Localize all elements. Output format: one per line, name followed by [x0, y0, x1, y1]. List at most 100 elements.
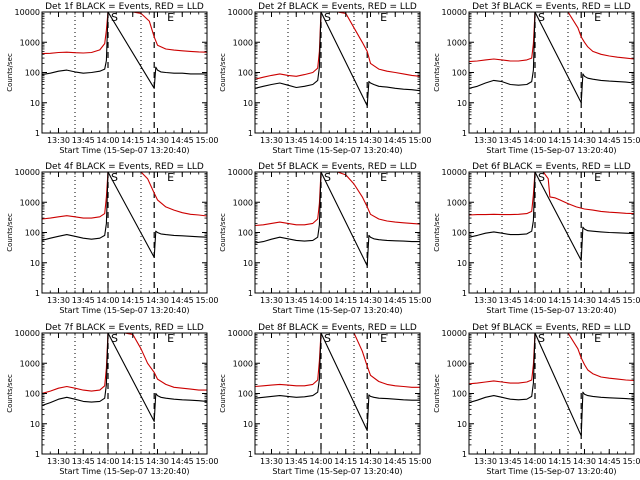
marker-label: E	[594, 332, 601, 345]
x-tick-label: 14:45	[171, 136, 194, 145]
x-tick-label: 14:15	[121, 457, 144, 466]
y-tick-label: 1000	[447, 198, 467, 207]
x-tick-label: 14:15	[121, 296, 144, 305]
x-tick-label: 13:45	[72, 136, 95, 145]
x-tick-label: 15:00	[195, 136, 218, 145]
plot-frame	[41, 11, 208, 134]
y-axis-label: Counts/sec	[219, 374, 227, 413]
x-tick-label: 15:00	[408, 457, 431, 466]
marker-label: S	[111, 11, 118, 24]
marker-label: E	[380, 11, 387, 24]
y-tick-label: 1000	[20, 359, 40, 368]
y-tick-label: 1000	[447, 38, 467, 47]
lld-rate-line	[255, 172, 420, 227]
events-rate-line	[42, 333, 207, 422]
x-axis-label: Start Time (15-Sep-07 13:20:40)	[272, 467, 402, 476]
y-tick-label: 10000	[15, 329, 40, 338]
lld-rate-line	[255, 333, 420, 388]
y-tick-label: 1	[35, 289, 40, 298]
x-tick-label: 14:30	[146, 457, 169, 466]
x-tick-label: 14:00	[309, 296, 332, 305]
marker-label: S	[111, 171, 118, 184]
lld-rate-line	[255, 12, 420, 80]
lld-rate-line	[469, 333, 634, 385]
events-rate-line	[42, 12, 207, 89]
x-axis-label: Start Time (15-Sep-07 13:20:40)	[486, 146, 616, 155]
marker-label: S	[324, 171, 331, 184]
x-tick-label: 14:30	[573, 296, 596, 305]
y-tick-label: 10000	[228, 8, 253, 17]
plot-frame	[254, 332, 421, 455]
x-axis-label: Start Time (15-Sep-07 13:20:40)	[272, 146, 402, 155]
x-tick-label: 13:30	[47, 457, 70, 466]
y-tick-label: 1000	[447, 359, 467, 368]
y-tick-label: 10000	[15, 168, 40, 177]
x-axis-label: Start Time (15-Sep-07 13:20:40)	[486, 467, 616, 476]
y-tick-label: 10	[30, 259, 40, 268]
lld-rate-line	[42, 12, 207, 55]
marker-label: E	[594, 171, 601, 184]
y-tick-label: 1000	[233, 38, 253, 47]
y-tick-label: 1	[248, 450, 253, 459]
x-tick-label: 13:45	[285, 136, 308, 145]
panel-title: Det 1f BLACK = Events, RED = LLD	[45, 2, 204, 12]
plot-frame	[254, 171, 421, 294]
x-axis-label: Start Time (15-Sep-07 13:20:40)	[59, 146, 189, 155]
y-tick-label: 1000	[233, 359, 253, 368]
lld-rate-line	[42, 172, 207, 220]
x-tick-label: 13:30	[260, 296, 283, 305]
x-tick-label: 15:00	[622, 136, 640, 145]
x-tick-label: 15:00	[195, 457, 218, 466]
panel-title: Det 3f BLACK = Events, RED = LLD	[472, 2, 631, 12]
x-tick-label: 14:45	[384, 457, 407, 466]
panel-title: Det 7f BLACK = Events, RED = LLD	[45, 323, 204, 333]
x-tick-label: 14:30	[359, 296, 382, 305]
y-tick-label: 1	[248, 129, 253, 138]
marker-label: E	[167, 11, 174, 24]
x-tick-label: 14:15	[548, 296, 571, 305]
events-rate-line	[255, 12, 420, 107]
x-tick-label: 14:00	[96, 296, 119, 305]
y-tick-label: 10	[243, 99, 253, 108]
x-tick-label: 14:00	[96, 136, 119, 145]
events-rate-line	[469, 333, 634, 437]
x-tick-label: 14:00	[523, 296, 546, 305]
x-tick-label: 14:15	[334, 457, 357, 466]
events-rate-line	[255, 172, 420, 267]
x-tick-label: 14:00	[523, 136, 546, 145]
x-tick-label: 14:30	[359, 457, 382, 466]
y-axis-label: Counts/sec	[6, 213, 14, 252]
x-tick-label: 13:45	[499, 457, 522, 466]
marker-label: S	[538, 332, 545, 345]
x-tick-label: 14:30	[573, 136, 596, 145]
panel-title: Det 4f BLACK = Events, RED = LLD	[45, 162, 204, 172]
marker-label: S	[538, 11, 545, 24]
y-tick-label: 100	[452, 229, 467, 238]
marker-label: S	[324, 332, 331, 345]
y-tick-label: 10000	[228, 329, 253, 338]
x-tick-label: 13:45	[499, 296, 522, 305]
events-rate-line	[469, 12, 634, 104]
x-tick-label: 15:00	[622, 296, 640, 305]
y-tick-label: 10000	[442, 8, 467, 17]
x-tick-label: 13:45	[72, 296, 95, 305]
marker-label: E	[167, 332, 174, 345]
x-tick-label: 14:00	[96, 457, 119, 466]
x-tick-label: 13:30	[474, 296, 497, 305]
x-axis-label: Start Time (15-Sep-07 13:20:40)	[486, 306, 616, 315]
marker-label: E	[380, 171, 387, 184]
x-tick-label: 15:00	[195, 296, 218, 305]
y-tick-label: 10	[243, 420, 253, 429]
y-tick-label: 100	[25, 390, 40, 399]
y-tick-label: 100	[452, 390, 467, 399]
x-tick-label: 14:45	[598, 136, 621, 145]
y-tick-label: 1000	[20, 38, 40, 47]
plot-frame	[41, 332, 208, 455]
y-tick-label: 10000	[15, 8, 40, 17]
y-tick-label: 1	[462, 450, 467, 459]
